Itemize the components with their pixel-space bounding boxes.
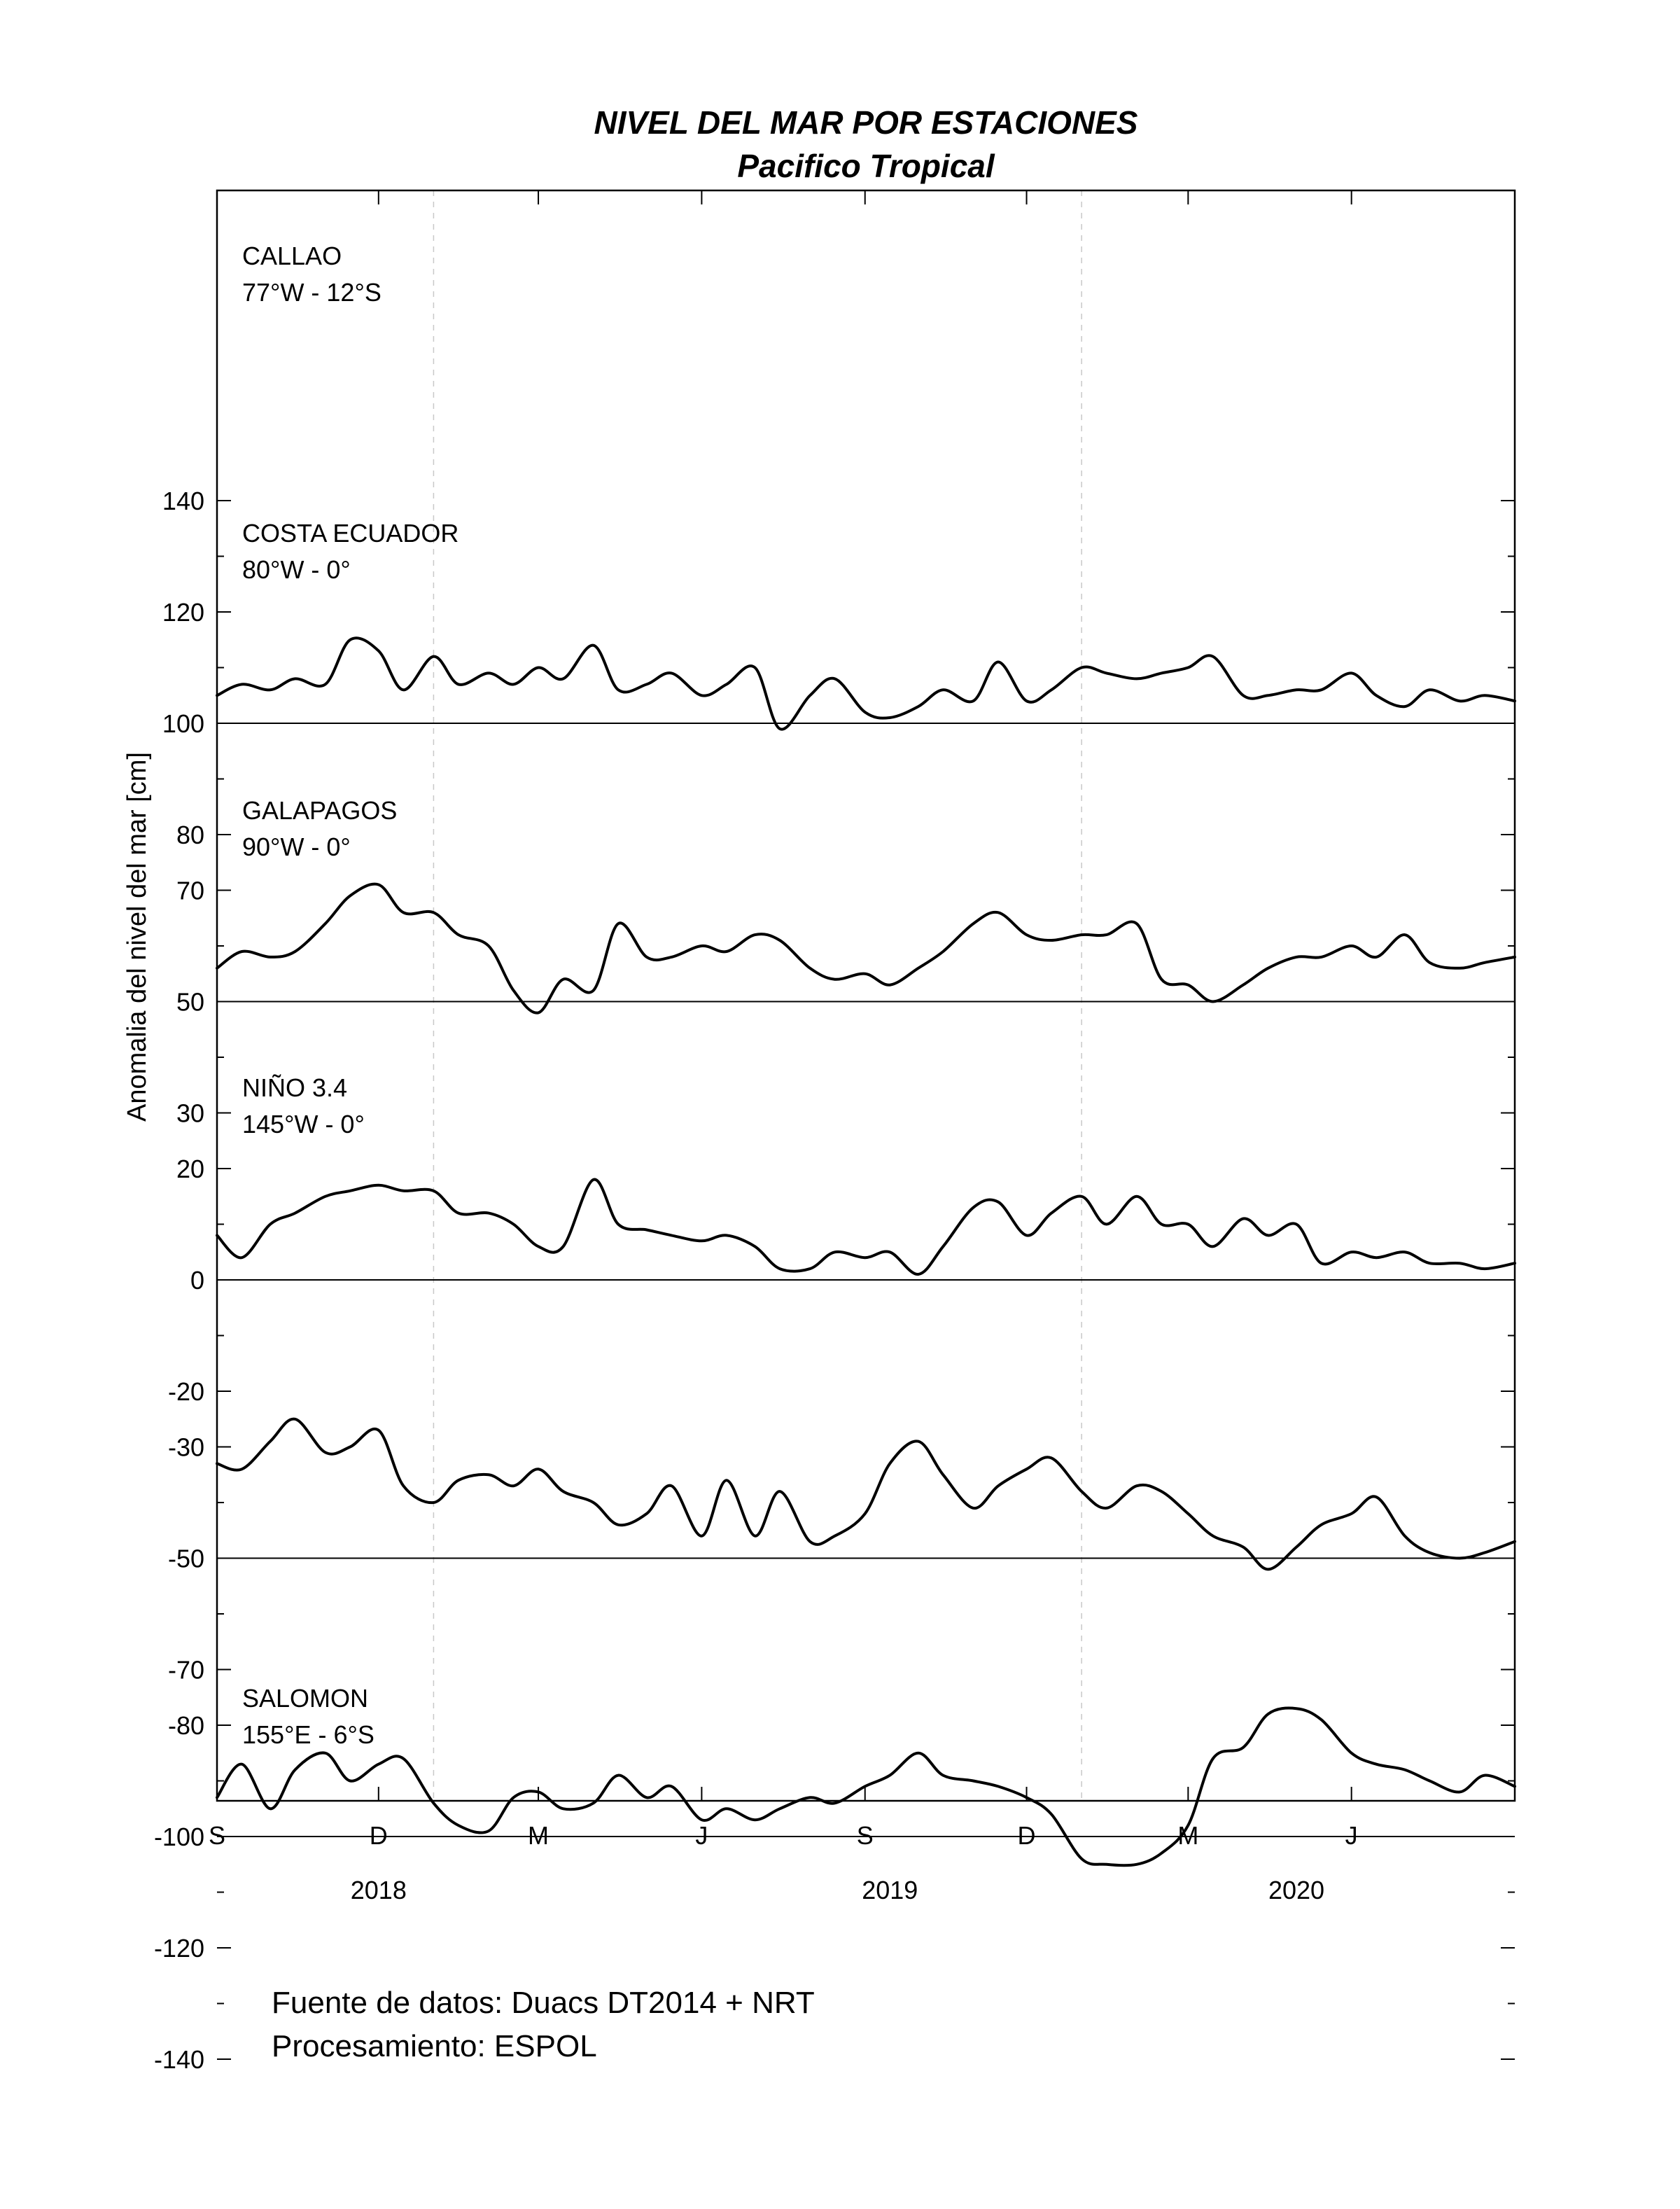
y-tick-label: 120: [162, 598, 204, 627]
y-tick-labels: 80 100 120 30 50 70 -20 0 20 -70 -50 -30 -120 -100 -80…: [154, 487, 204, 2074]
station-name: COSTA ECUADOR: [242, 519, 458, 548]
station-coords: 155°E - 6°S: [242, 1720, 374, 1749]
series-line-1: [216, 882, 1516, 1015]
x-tick-label: D: [1018, 1821, 1036, 1850]
series-line-2: [216, 1178, 1516, 1276]
x-tick-labels: S D M J S D M J 2018 2019 2020: [209, 1821, 1358, 1904]
axis-ticks: [216, 190, 1515, 2060]
y-tick-label: 140: [162, 487, 204, 515]
y-tick-label: -70: [168, 1656, 204, 1685]
station-coords: 80°W - 0°: [242, 555, 351, 584]
y-tick-label: -140: [154, 2045, 204, 2074]
chart-title: NIVEL DEL MAR POR ESTACIONES: [594, 104, 1138, 141]
year-dividers: [433, 190, 1082, 1801]
zero-lines: [217, 723, 1515, 1837]
station-coords: 145°W - 0°: [242, 1110, 365, 1138]
y-tick-label: -80: [168, 1711, 204, 1740]
y-axis-label: Anomalia del nivel del mar [cm]: [122, 752, 152, 1122]
x-tick-label: D: [370, 1821, 388, 1850]
y-tick-label: -50: [168, 1545, 204, 1573]
y-tick-label: 0: [190, 1266, 204, 1295]
x-year-label: 2020: [1268, 1876, 1324, 1904]
series-line-4: [216, 1706, 1516, 1867]
x-year-label: 2018: [351, 1876, 407, 1904]
processing-text: Procesamiento: ESPOL: [272, 2029, 597, 2063]
y-tick-label: -30: [168, 1433, 204, 1462]
y-tick-label: -120: [154, 1934, 204, 1963]
data-source-text: Fuente de datos: Duacs DT2014 + NRT: [272, 1986, 815, 2020]
x-tick-label: J: [695, 1821, 708, 1850]
station-coords: 90°W - 0°: [242, 832, 351, 861]
x-tick-label: M: [528, 1821, 549, 1850]
series-line-3: [216, 1417, 1516, 1571]
station-name: SALOMON: [242, 1684, 368, 1713]
y-tick-label: -100: [154, 1823, 204, 1851]
y-tick-label: 70: [176, 877, 204, 905]
y-tick-label: 30: [176, 1099, 204, 1128]
x-tick-label: M: [1177, 1821, 1198, 1850]
y-tick-label: 80: [176, 821, 204, 849]
station-labels: CALLAO 77°W - 12°S COSTA ECUADOR 80°W - 0° G…: [242, 242, 458, 1749]
x-tick-label: J: [1345, 1821, 1358, 1850]
x-year-label: 2019: [862, 1876, 918, 1904]
station-name: CALLAO: [242, 242, 342, 270]
y-tick-label: 50: [176, 988, 204, 1017]
series-line-0: [216, 636, 1516, 731]
x-tick-label: S: [209, 1821, 225, 1850]
x-tick-label: S: [857, 1821, 874, 1850]
y-tick-label: 20: [176, 1155, 204, 1183]
station-name: GALAPAGOS: [242, 796, 397, 825]
chart-subtitle: Pacifico Tropical: [737, 148, 995, 184]
series-lines: [216, 636, 1516, 1867]
y-tick-label: -20: [168, 1377, 204, 1406]
station-name: NIÑO 3.4: [242, 1073, 347, 1102]
plot-frame: [216, 189, 1516, 1802]
y-tick-label: 100: [162, 709, 204, 738]
station-coords: 77°W - 12°S: [242, 278, 382, 307]
